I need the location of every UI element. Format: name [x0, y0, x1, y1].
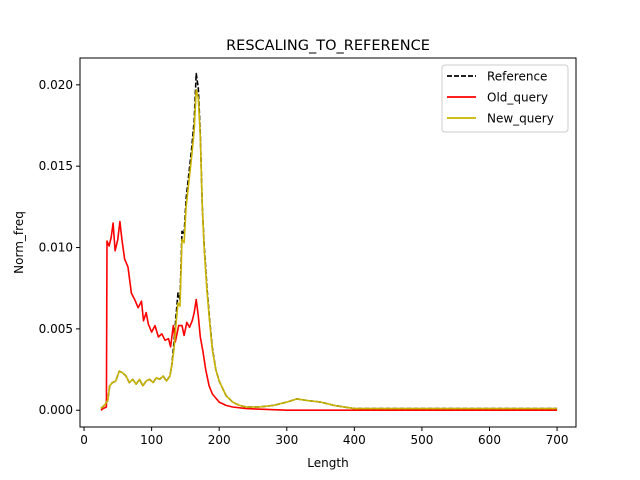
- series-line-new-query: [100, 88, 558, 410]
- y-tick-label: 0.005: [39, 322, 73, 336]
- legend-label: New_query: [487, 112, 554, 126]
- x-tick-label: 0: [80, 433, 88, 447]
- x-tick-label: 600: [478, 433, 501, 447]
- x-tick-label: 300: [275, 433, 298, 447]
- y-tick-label: 0.010: [39, 241, 73, 255]
- x-axis-label: Length: [307, 456, 348, 470]
- y-tick-label: 0.000: [39, 403, 73, 417]
- x-axis: 0 100 200 300 400 500 600 700: [80, 427, 569, 447]
- x-tick-label: 100: [140, 433, 163, 447]
- legend-box: [441, 64, 569, 133]
- chart-title: RESCALING_TO_REFERENCE: [226, 38, 430, 54]
- y-tick-label: 0.015: [39, 159, 73, 173]
- x-tick-label: 500: [410, 433, 433, 447]
- y-axis: 0.000 0.005 0.010 0.015 0.020: [39, 78, 80, 417]
- legend-label: Reference: [487, 70, 547, 84]
- plot-frame: [79, 57, 577, 428]
- series-line-old-query: [100, 220, 558, 412]
- y-axis-label: Norm_freq: [12, 211, 26, 274]
- x-tick-label: 400: [343, 433, 366, 447]
- legend-label: Old_query: [487, 91, 548, 105]
- x-tick-label: 700: [546, 433, 569, 447]
- y-tick-label: 0.020: [39, 78, 73, 92]
- series-layer: [100, 72, 558, 412]
- legend: Reference Old_query New_query: [441, 64, 569, 133]
- x-tick-label: 200: [208, 433, 231, 447]
